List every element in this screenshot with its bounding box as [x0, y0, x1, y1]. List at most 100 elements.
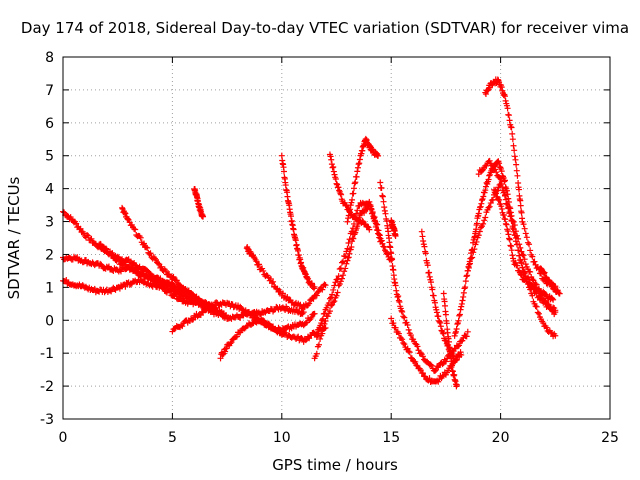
data-point — [488, 162, 495, 169]
data-point — [308, 280, 315, 287]
data-point — [452, 328, 459, 335]
data-point — [351, 220, 358, 227]
data-point — [479, 197, 486, 204]
data-point — [532, 303, 539, 310]
data-point — [471, 246, 478, 253]
data-point — [332, 279, 339, 286]
data-point — [492, 166, 499, 173]
data-point — [342, 253, 349, 260]
data-point — [105, 263, 112, 270]
data-point — [454, 343, 461, 350]
y-tick-label: 5 — [45, 149, 54, 165]
data-point — [377, 179, 384, 186]
data-point — [509, 252, 516, 259]
data-point — [326, 308, 333, 315]
data-point — [458, 300, 465, 307]
data-point — [513, 167, 520, 174]
data-point — [482, 187, 489, 194]
data-point — [500, 189, 507, 196]
data-point — [124, 215, 131, 222]
data-point — [347, 206, 354, 213]
data-point — [354, 207, 361, 214]
data-point — [377, 238, 384, 245]
data-point — [479, 167, 486, 174]
data-point — [486, 172, 493, 179]
data-point — [519, 251, 526, 258]
data-point — [442, 311, 449, 318]
data-point — [155, 260, 162, 267]
data-point — [375, 152, 382, 159]
grid-lines — [63, 57, 610, 419]
data-point — [421, 243, 428, 250]
data-point — [117, 268, 124, 275]
data-point — [501, 177, 508, 184]
data-point — [426, 375, 433, 382]
data-point — [77, 225, 84, 232]
data-point — [308, 314, 315, 321]
data-point — [505, 112, 512, 119]
data-point — [103, 246, 110, 253]
data-point — [390, 267, 397, 274]
data-point — [430, 292, 437, 299]
data-point — [477, 224, 484, 231]
data-point — [210, 304, 217, 311]
data-point — [550, 296, 557, 303]
data-point — [313, 292, 320, 299]
data-point — [381, 204, 388, 211]
data-point — [464, 328, 471, 335]
series-trace-17 — [388, 217, 399, 240]
data-point — [511, 147, 518, 154]
data-point — [526, 241, 533, 248]
data-point — [388, 250, 395, 257]
data-point — [526, 279, 533, 286]
data-point — [500, 92, 507, 99]
data-point — [179, 323, 186, 330]
series-trace-23 — [475, 157, 559, 340]
series-trace-25 — [536, 265, 563, 297]
data-point — [369, 210, 376, 217]
data-point — [321, 310, 328, 317]
y-tick-label: -2 — [40, 379, 54, 395]
data-point — [431, 367, 438, 374]
data-point — [514, 262, 521, 269]
y-tick-label: 2 — [45, 247, 54, 263]
chart-title: Day 174 of 2018, Sidereal Day-to-day VTE… — [21, 19, 629, 37]
data-point — [325, 300, 332, 307]
data-point — [424, 262, 431, 269]
data-point — [435, 313, 442, 320]
data-point — [549, 295, 556, 302]
data-point — [485, 176, 492, 183]
data-point — [354, 164, 361, 171]
data-point — [343, 248, 350, 255]
data-point — [459, 337, 466, 344]
data-point — [367, 202, 374, 209]
data-point — [464, 272, 471, 279]
data-point — [487, 200, 494, 207]
data-point — [333, 292, 340, 299]
data-point — [256, 261, 263, 268]
y-tick-label: 7 — [45, 83, 54, 99]
data-point — [465, 264, 472, 271]
data-point — [442, 302, 449, 309]
data-point — [389, 256, 396, 263]
data-point — [510, 142, 517, 149]
data-point — [502, 216, 509, 223]
data-point — [485, 204, 492, 211]
data-point — [151, 255, 158, 262]
data-point — [354, 168, 361, 175]
data-point — [372, 223, 379, 230]
data-point — [480, 193, 487, 200]
data-point — [219, 351, 226, 358]
data-point — [318, 320, 325, 327]
data-point — [336, 265, 343, 272]
data-point — [392, 282, 399, 289]
data-point — [336, 281, 343, 288]
data-point — [510, 228, 517, 235]
data-point — [422, 250, 429, 257]
data-point — [337, 190, 344, 197]
data-point — [456, 312, 463, 319]
data-point — [315, 330, 322, 337]
data-point — [507, 213, 514, 220]
data-point — [109, 251, 116, 258]
data-point — [412, 358, 419, 365]
